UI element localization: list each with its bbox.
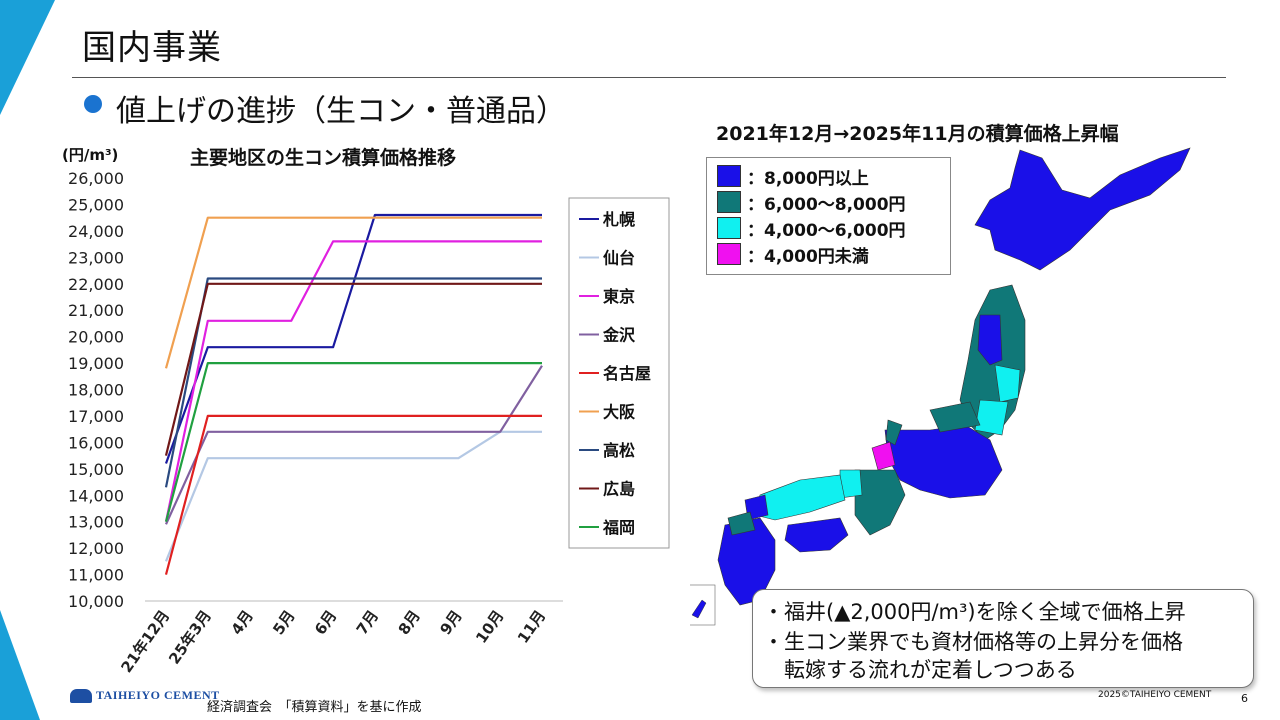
y-tick-label: 24,000 xyxy=(68,222,124,241)
y-tick-label: 19,000 xyxy=(68,354,124,373)
series-line xyxy=(164,414,542,575)
copyright: 2025©TAIHEIYO CEMENT xyxy=(1098,690,1212,700)
series-line xyxy=(164,365,543,525)
legend-label: 札幌 xyxy=(602,210,635,229)
x-tick-label: 7月 xyxy=(353,607,382,638)
page-title: 国内事業 xyxy=(82,28,222,68)
price-line-chart: 10,000 11,000 12,000 13,000 14,000 15,000 16,0… xyxy=(68,169,670,676)
map-legend: ：8,000円以上 ：6,000～8,000円 ：4,000～6,000円 ：4… xyxy=(706,157,951,275)
x-tick-label: 9月 xyxy=(436,607,465,638)
map-legend-label: ：4,000円未満 xyxy=(747,246,869,267)
map-title: 2021年12月→2025年11月の積算価格上昇幅 xyxy=(716,123,1119,145)
map-region-ishikawa xyxy=(885,419,903,446)
map-region-iwate xyxy=(994,364,1021,403)
y-tick-label: 13,000 xyxy=(68,513,124,532)
legend-label: 仙台 xyxy=(603,249,635,268)
y-tick-label: 17,000 xyxy=(68,407,124,426)
map-legend-item: ：6,000～8,000円 xyxy=(717,190,906,215)
map-region-miyagi xyxy=(974,399,1009,436)
slide-subtitle: 値上げの進捗（生コン・普通品） xyxy=(116,94,566,129)
notes-callout: ・福井(▲2,000円/m³)を除く全域で価格上昇 ・生コン業界でも資材価格等の… xyxy=(752,589,1254,688)
map-legend-label: ：6,000～8,000円 xyxy=(747,194,906,215)
corner-decoration-top xyxy=(0,0,55,115)
y-tick-label: 18,000 xyxy=(68,381,124,400)
map-region-shikoku xyxy=(784,517,849,553)
map-region-aomori xyxy=(977,314,1003,366)
legend-label: 大阪 xyxy=(603,403,636,422)
map-region-okinawa xyxy=(691,599,707,619)
y-tick-label: 14,000 xyxy=(68,486,124,505)
note-line: 転嫁する流れが定着しつつある xyxy=(763,658,1077,682)
note-line: ・生コン業界でも資材価格等の上昇分を価格 xyxy=(763,630,1183,654)
x-tick-label: 25年3月 xyxy=(165,607,215,668)
legend-label: 東京 xyxy=(603,287,635,306)
note-line: ・福井(▲2,000円/m³)を除く全域で価格上昇 xyxy=(763,600,1186,624)
map-legend-item: ：4,000～6,000円 xyxy=(717,216,906,241)
legend-swatch-6000-8000 xyxy=(717,191,741,213)
legend-swatch-4000-6000 xyxy=(717,217,741,239)
map-legend-item: ：4,000円未満 xyxy=(717,242,869,267)
x-tick-label: 21年12月 xyxy=(117,607,173,676)
legend-label: 名古屋 xyxy=(603,364,651,383)
series-line xyxy=(164,216,542,369)
legend-swatch-8000-plus xyxy=(717,165,741,187)
y-axis-unit-label: (円/m³) xyxy=(62,146,119,164)
legend-label: 金沢 xyxy=(602,326,636,345)
y-tick-label: 23,000 xyxy=(68,248,124,267)
map-region-chugoku xyxy=(754,474,846,521)
y-tick-label: 16,000 xyxy=(68,433,124,452)
series-line xyxy=(164,430,542,562)
y-tick-label: 26,000 xyxy=(68,169,124,188)
page-number: 6 xyxy=(1241,692,1248,705)
legend-label: 高松 xyxy=(603,441,635,460)
map-region-niigata xyxy=(929,401,981,433)
series-line xyxy=(164,362,542,522)
x-tick-label: 10月 xyxy=(472,607,507,647)
y-tick-label: 21,000 xyxy=(68,301,124,320)
source-note: 経済調査会 「積算資料」を基に作成 xyxy=(207,700,422,715)
x-tick-label: 6月 xyxy=(311,607,340,638)
map-legend-item: ：8,000円以上 xyxy=(717,164,869,189)
japan-map xyxy=(690,147,1191,626)
x-tick-label: 11月 xyxy=(514,607,549,647)
corner-decoration-bottom xyxy=(0,610,40,720)
legend-label: 広島 xyxy=(603,480,635,499)
map-region-fukui xyxy=(871,441,896,471)
y-tick-label: 11,000 xyxy=(68,566,124,585)
x-tick-label: 5月 xyxy=(269,607,298,638)
y-tick-label: 25,000 xyxy=(68,195,124,214)
y-tick-label: 20,000 xyxy=(68,328,124,347)
map-region-hokkaido xyxy=(974,147,1191,271)
bullet-icon xyxy=(84,95,102,113)
y-tick-label: 22,000 xyxy=(68,275,124,294)
logo-text: TAIHEIYO CEMENT xyxy=(96,688,220,702)
map-legend-label: ：4,000～6,000円 xyxy=(747,220,906,241)
logo-mark-icon xyxy=(70,688,92,703)
y-tick-label: 10,000 xyxy=(68,592,124,611)
map-region-fukuoka xyxy=(727,511,756,536)
map-legend-label: ：8,000円以上 xyxy=(747,168,869,189)
chart-title: 主要地区の生コン積算価格推移 xyxy=(190,147,457,169)
legend-swatch-under-4000 xyxy=(717,243,741,265)
x-tick-label: 4月 xyxy=(227,607,256,638)
x-tick-label: 8月 xyxy=(395,607,424,638)
y-tick-label: 12,000 xyxy=(68,539,124,558)
map-region-kinki xyxy=(854,469,906,536)
series-line xyxy=(164,277,542,488)
y-tick-label: 15,000 xyxy=(68,460,124,479)
legend-label: 福岡 xyxy=(602,518,635,537)
series-line xyxy=(164,213,542,464)
series-line xyxy=(164,240,542,522)
series-line xyxy=(164,282,542,456)
company-logo: TAIHEIYO CEMENT xyxy=(70,688,220,703)
title-divider xyxy=(72,77,1226,78)
